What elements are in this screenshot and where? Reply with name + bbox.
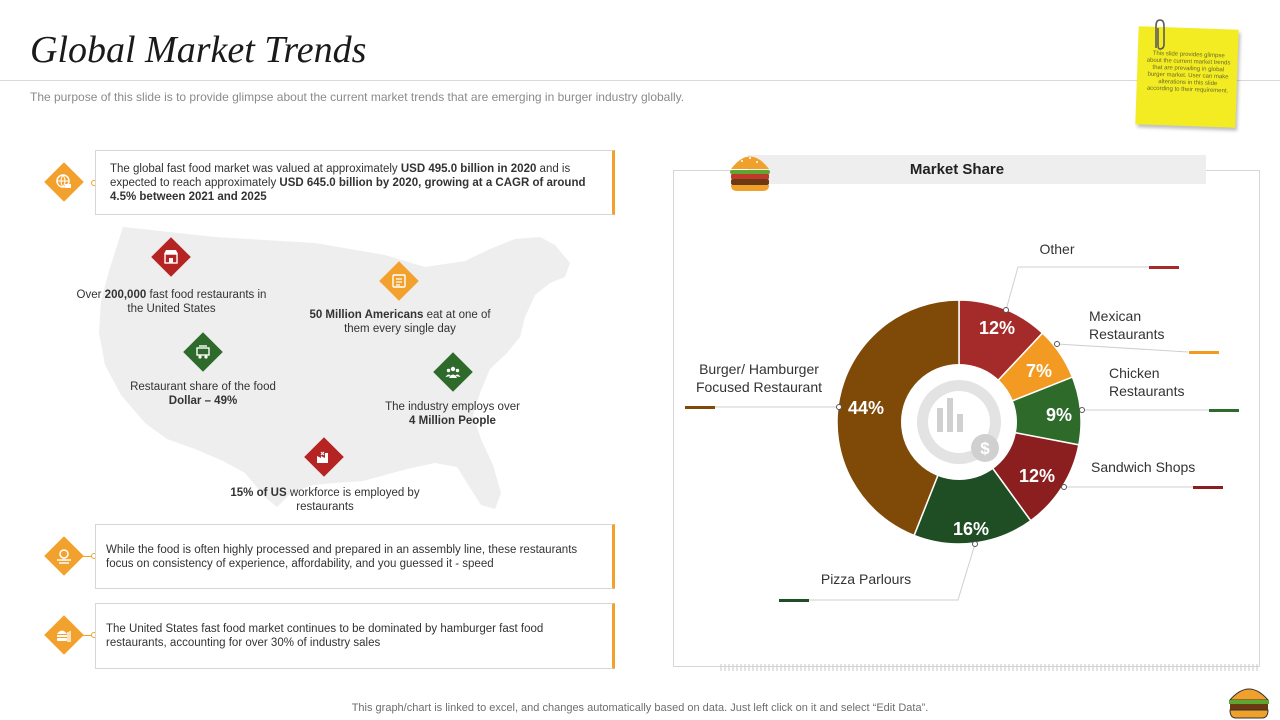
legend-label: Focused Restaurant: [696, 379, 822, 395]
legend-swatch: [779, 599, 809, 602]
stat-workforce-badge: [304, 437, 344, 477]
chart-dollar-icon: $: [917, 380, 1001, 464]
connector-line: [82, 556, 96, 557]
pie-percent-label: 44%: [848, 398, 884, 418]
hamburger-dominance-text: The United States fast food market conti…: [106, 623, 544, 649]
leader-line: [1056, 343, 1189, 353]
page-subtitle: The purpose of this slide is to provide …: [30, 90, 685, 104]
stat-dollar-text: Restaurant share of the food Dollar – 49…: [130, 381, 276, 407]
leader-dot: [836, 404, 842, 410]
card-2-icon-badge: [44, 536, 84, 576]
burger-logo-icon: [1228, 688, 1270, 719]
market-share-pie-chart[interactable]: $12% 7% 9% 12% 16% 44% Other Mexican Restaurants…: [673, 170, 1273, 670]
menu-list-icon: [392, 274, 406, 288]
sticky-note-text: This slide provides glimpse about the cu…: [1146, 50, 1231, 95]
footer-note: This graph/chart is linked to excel, and…: [351, 702, 929, 714]
food-tray-icon: [57, 549, 71, 564]
burger-icon: [730, 156, 770, 191]
people-group-icon: [445, 366, 461, 378]
legend-label: Restaurants: [1109, 383, 1184, 399]
leader-line: [1005, 266, 1178, 311]
stat-employs-badge: [433, 352, 473, 392]
legend-label: Burger/ Hamburger: [699, 361, 819, 377]
market-value-card: The global fast food market was valued a…: [95, 150, 615, 215]
assembly-line-card: While the food is often highly processed…: [95, 524, 615, 589]
page-title: Global Market Trends: [30, 29, 367, 71]
legend-swatch: [1149, 266, 1179, 269]
stat-restaurants-text: Over 200,000 fast food restaurants in th…: [76, 289, 267, 315]
pie-percent-label: 9%: [1046, 405, 1072, 425]
us-map: [99, 227, 570, 509]
stat-americans-text: 50 Million Americans eat at one of them …: [309, 309, 491, 335]
legend-label: Pizza Parlours: [821, 571, 911, 587]
leader-dot: [972, 541, 978, 547]
svg-text:$: $: [980, 439, 990, 458]
chart-title: Market Share: [909, 161, 1005, 178]
pie-slice: [836, 299, 960, 537]
stat-americans-badge: [379, 261, 419, 301]
leader-dot: [1054, 341, 1060, 347]
legend-swatch: [1189, 351, 1219, 354]
market-value-text: The global fast food market was valued a…: [110, 163, 586, 203]
paperclip-icon: [1155, 19, 1165, 50]
legend-swatch: [685, 406, 715, 409]
factory-icon: [317, 451, 328, 463]
title-divider: [0, 80, 1280, 81]
stat-restaurants-badge: [151, 237, 191, 277]
legend-swatch: [1209, 409, 1239, 412]
legend-label: Other: [1039, 241, 1074, 257]
leader-dot: [1061, 484, 1067, 490]
assembly-line-text: While the food is often highly processed…: [106, 544, 578, 570]
leader-dot: [1079, 407, 1085, 413]
leader-dot: [1003, 307, 1009, 313]
pie-percent-label: 12%: [979, 318, 1015, 338]
food-truck-icon: [196, 345, 210, 359]
legend-label: Sandwich Shops: [1091, 459, 1195, 475]
legend-swatch: [1193, 486, 1223, 489]
storefront-icon: [164, 250, 178, 264]
pie-percent-label: 12%: [1019, 466, 1055, 486]
connector-line: [82, 635, 96, 636]
stat-workforce-text: 15% of US workforce is employed by resta…: [230, 487, 420, 513]
hamburger-dominance-card: The United States fast food market conti…: [95, 603, 615, 669]
leader-line: [779, 543, 976, 601]
stat-dollar-badge: [183, 332, 223, 372]
ruler-decoration: [720, 664, 1258, 671]
market-share-header: [748, 155, 1206, 184]
legend-label: Restaurants: [1089, 326, 1164, 342]
burger-fries-icon: [57, 630, 71, 642]
card-1-icon-badge: [44, 162, 84, 202]
card-3-icon-badge: [44, 615, 84, 655]
legend-label: Mexican: [1089, 308, 1141, 324]
globe-cart-icon: [56, 174, 71, 188]
pie-percent-label: 16%: [953, 519, 989, 539]
pie-percent-label: 7%: [1026, 361, 1052, 381]
legend-label: Chicken: [1109, 365, 1160, 381]
stat-employs-text: The industry employs over 4 Million Peop…: [385, 401, 520, 427]
